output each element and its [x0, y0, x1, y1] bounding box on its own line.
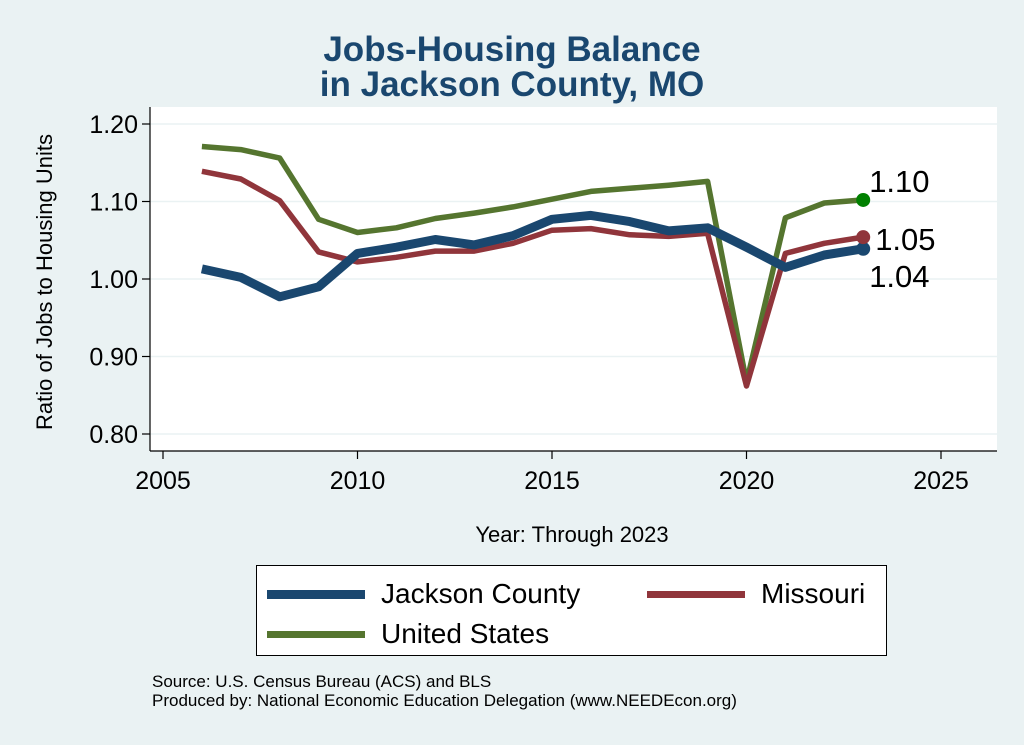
- y-axis-label: Ratio of Jobs to Housing Units: [32, 134, 57, 430]
- legend-swatch: [647, 590, 745, 598]
- end-marker: [856, 241, 871, 256]
- legend-label: United States: [381, 618, 550, 649]
- end-value-label: 1.05: [875, 222, 935, 257]
- y-tick-label: 1.20: [89, 111, 138, 139]
- series-line-missouri: [201, 168, 864, 389]
- end-value-label: 1.04: [869, 259, 929, 294]
- end-value-label: 1.10: [869, 164, 929, 199]
- y-tick-label: 0.80: [89, 421, 138, 449]
- y-tick-label: 1.00: [89, 266, 138, 294]
- series-line-jackson-county: [200, 210, 864, 302]
- producer-line: Produced by: National Economic Education…: [152, 691, 737, 710]
- legend-item-missouri: Missouri: [647, 578, 865, 610]
- legend: Jackson County Missouri United States: [256, 565, 887, 656]
- chart-title-line-1: Jobs-Housing Balance: [323, 30, 701, 69]
- legend-swatch: [267, 630, 365, 638]
- x-tick-label: 2010: [330, 467, 386, 495]
- gridlines: [150, 123, 997, 435]
- series-lines: [200, 143, 864, 389]
- chart-title-line-2: in Jackson County, MO: [319, 65, 705, 104]
- legend-swatch: [267, 589, 365, 599]
- end-labels: 1.041.05 1.10: [856, 164, 936, 294]
- legend-label: Jackson County: [381, 578, 581, 609]
- end-marker: [856, 192, 871, 207]
- end-marker: [856, 230, 871, 245]
- y-tick-label: 1.10: [89, 189, 138, 217]
- source-line: Source: U.S. Census Bureau (ACS) and BLS: [152, 672, 492, 691]
- x-tick-label: 2005: [135, 467, 191, 495]
- source-note: Source: U.S. Census Bureau (ACS) and BLS…: [152, 672, 737, 710]
- legend-item-jackson-county: Jackson County: [267, 578, 580, 610]
- axes: 0.80 0.90 1.00 1.10 1.20 2005 2010 2015 2020 2025: [89, 107, 997, 495]
- x-tick-label: 2020: [719, 467, 775, 495]
- x-tick-label: 2025: [913, 467, 969, 495]
- legend-label: Missouri: [761, 578, 866, 609]
- x-axis-label: Year: Through 2023: [475, 522, 669, 547]
- y-tick-label: 0.90: [89, 344, 138, 372]
- x-tick-label: 2015: [524, 467, 580, 495]
- legend-item-united-states: United States: [267, 618, 549, 650]
